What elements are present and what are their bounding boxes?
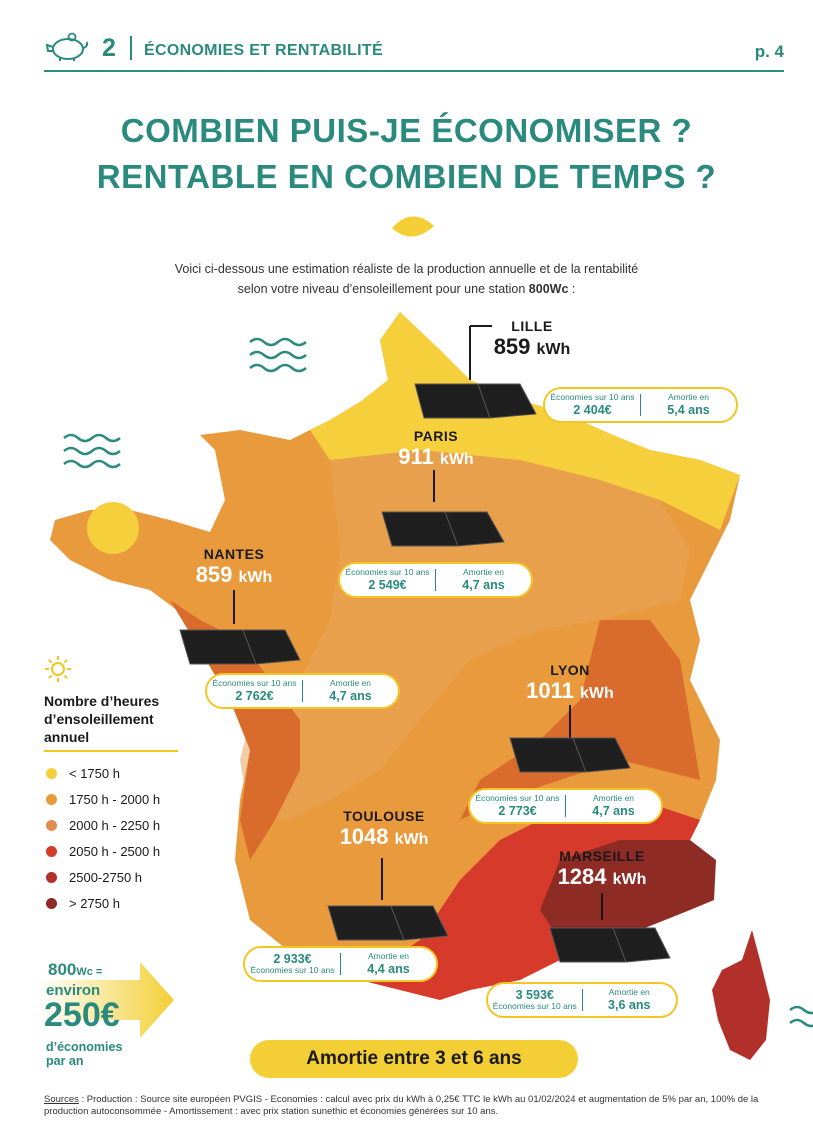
city-marseille: MARSEILLE 1284 kWh: [557, 848, 647, 889]
intro-line-2: selon votre niveau d’ensoleillement pour…: [237, 282, 576, 296]
legend-item: 2500-2750 h: [46, 870, 142, 885]
legend-swatch: [46, 846, 57, 857]
legend-label: > 2750 h: [69, 896, 120, 911]
legend-swatch: [46, 820, 57, 831]
savings-pill-lille: Économies sur 10 ans 2 404€ Amortie en 5,4…: [543, 387, 738, 423]
legend-swatch: [46, 898, 57, 909]
annual-savings-promo: 800Wc = environ 250€ d’économies par an: [44, 960, 123, 1068]
section-title: ÉCONOMIES ET RENTABILITÉ: [144, 42, 383, 59]
legend-item: < 1750 h: [46, 766, 120, 781]
sun-icon: [45, 656, 71, 682]
france-sunshine-map: [50, 312, 813, 1060]
savings-pill-paris: Économies sur 10 ans 2 549€ Amortie en 4,7…: [338, 562, 533, 598]
legend-swatch: [46, 768, 57, 779]
legend-item: > 2750 h: [46, 896, 120, 911]
section-divider: [130, 36, 132, 60]
page-title-line-1: COMBIEN PUIS-JE ÉCONOMISER ?: [120, 112, 693, 149]
savings-pill-toulouse: 2 933€ Économies sur 10 ans Amortie en 4,4…: [243, 946, 438, 982]
page-title-line-2: RENTABLE EN COMBIEN DE TEMPS ?: [96, 158, 717, 195]
city-paris: PARIS 911 kWh: [398, 428, 474, 469]
payback-summary-banner: Amortie entre 3 et 6 ans: [250, 1040, 578, 1078]
section-number: 2: [102, 34, 116, 62]
legend-item: 2000 h - 2250 h: [46, 818, 160, 833]
legend-label: 2050 h - 2500 h: [69, 844, 161, 859]
legend-label: < 1750 h: [69, 766, 120, 781]
leaf-icon: [392, 216, 434, 237]
city-lyon: LYON 1011 kWh: [526, 662, 614, 703]
page-number: p. 4: [754, 42, 784, 61]
legend-swatch: [46, 872, 57, 883]
legend-swatch: [46, 794, 57, 805]
city-toulouse: TOULOUSE 1048 kWh: [339, 808, 429, 849]
legend-divider: [44, 750, 178, 752]
legend-label: 2500-2750 h: [69, 870, 143, 885]
intro-line-1: Voici ci-dessous une estimation réaliste…: [174, 262, 639, 276]
savings-pill-marseille: 3 593€ Économies sur 10 ans Amortie en 3,6…: [486, 982, 678, 1018]
sources-footnote: Sources : Production : Source site europ…: [44, 1094, 759, 1117]
savings-pill-lyon: Économies sur 10 ans 2 773€ Amortie en 4,7…: [468, 788, 663, 824]
savings-pill-nantes: Économies sur 10 ans 2 762€ Amortie en 4,7…: [205, 673, 400, 709]
legend-item: 1750 h - 2000 h: [46, 792, 160, 807]
city-lille: LILLE 859 kWh: [493, 318, 571, 359]
page-header: 2 ÉCONOMIES ET RENTABILITÉ p. 4: [44, 30, 784, 72]
legend-label: 2000 h - 2250 h: [69, 818, 161, 833]
legend-label: 1750 h - 2000 h: [69, 792, 161, 807]
city-nantes: NANTES 859 kWh: [195, 546, 273, 587]
waves-icon: [63, 337, 813, 1028]
piggy-bank-icon: [45, 32, 89, 61]
arrow-shape: [40, 962, 174, 1038]
legend-title: Nombre d’heures d’ensoleillement annuel: [44, 693, 160, 745]
legend-item: 2050 h - 2500 h: [46, 844, 160, 859]
